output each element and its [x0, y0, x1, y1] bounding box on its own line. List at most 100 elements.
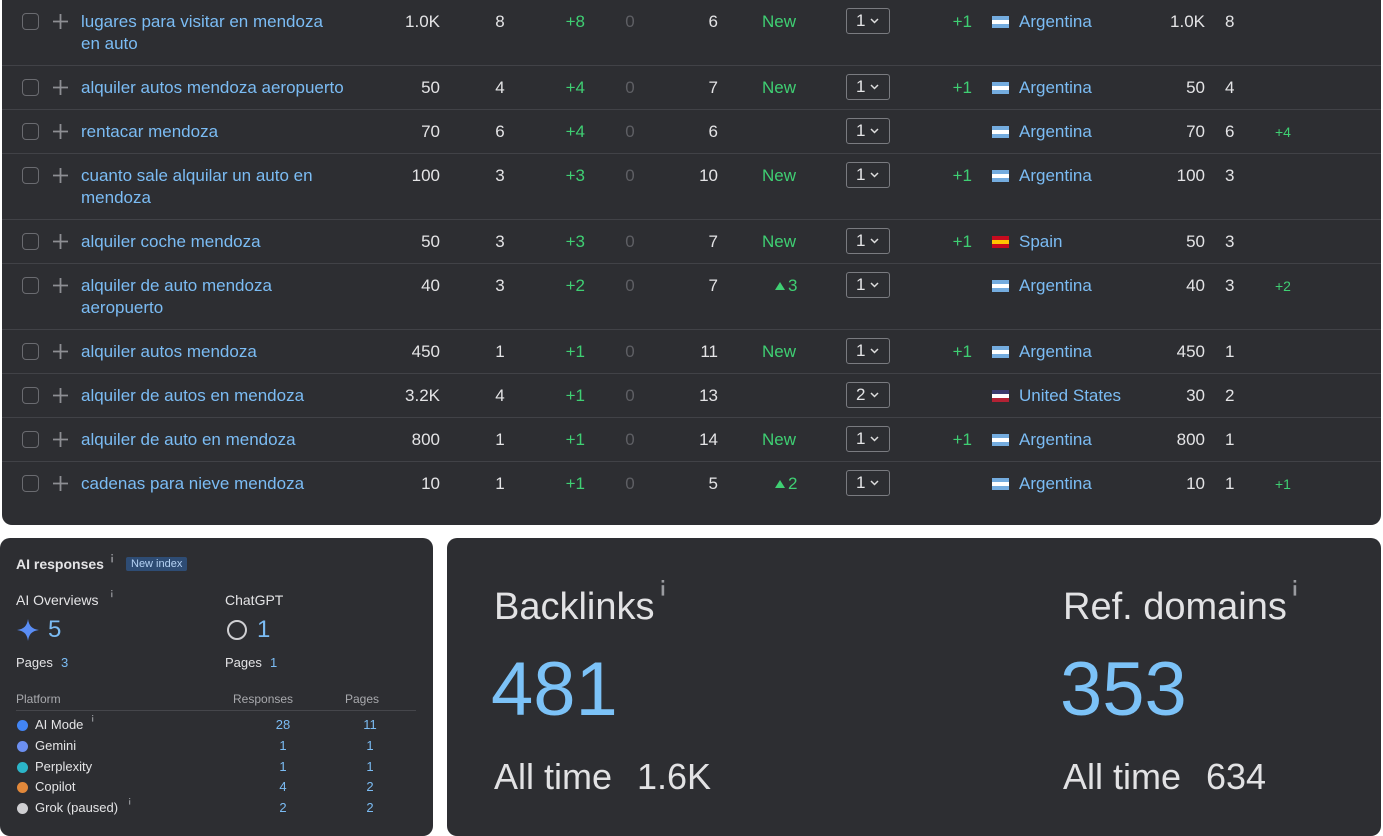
- position: 7: [708, 276, 718, 295]
- row-checkbox[interactable]: [22, 475, 39, 492]
- keyword-difficulty: 1: [495, 342, 505, 361]
- rank-dropdown[interactable]: 1: [846, 162, 890, 188]
- keyword-link[interactable]: alquiler de auto en mendoza: [81, 430, 296, 449]
- row-checkbox[interactable]: [22, 343, 39, 360]
- change: +8: [565, 12, 585, 31]
- add-button[interactable]: [52, 13, 69, 30]
- country-link[interactable]: Argentina: [1019, 166, 1092, 185]
- country-link[interactable]: Spain: [1019, 232, 1063, 251]
- rank-value: 1: [856, 121, 866, 140]
- column-header: Responses: [233, 692, 294, 706]
- extra-change: +1: [1275, 476, 1291, 492]
- info-dot: [111, 554, 113, 556]
- info-stem: [661, 585, 665, 596]
- metrics-panel: Backlinks 481 All time 1.6K Ref. domains 353 A…: [447, 538, 1381, 836]
- info-stem: [1293, 585, 1297, 596]
- row-checkbox[interactable]: [22, 13, 39, 30]
- keyword-link[interactable]: alquiler autos mendoza aeropuerto: [81, 78, 344, 97]
- pages-value: 3: [61, 655, 69, 670]
- delta: +1: [952, 12, 972, 31]
- search-volume: 3.2K: [405, 386, 440, 405]
- keyword-row: rentacar mendoza 70 6 +4 0 6 Argentina 70 6 +4 1: [2, 110, 1381, 154]
- add-button[interactable]: [52, 475, 69, 492]
- info-dot: [1293, 580, 1297, 583]
- rise-value: 2: [788, 474, 798, 493]
- country-flag: [992, 236, 1009, 248]
- plus-icon: [53, 388, 68, 403]
- flag-stripe: [992, 482, 1009, 486]
- count: 2: [1225, 386, 1235, 405]
- count: 1: [1225, 342, 1235, 361]
- country-link[interactable]: Argentina: [1019, 122, 1092, 141]
- row-checkbox[interactable]: [22, 167, 39, 184]
- metric-value: 481: [491, 647, 618, 732]
- rank-dropdown[interactable]: 1: [846, 426, 890, 452]
- rank-dropdown[interactable]: 1: [846, 228, 890, 254]
- add-button[interactable]: [52, 277, 69, 294]
- country-link[interactable]: Argentina: [1019, 430, 1092, 449]
- info-stem: [111, 592, 113, 598]
- keyword-difficulty: 3: [495, 166, 505, 185]
- keyword-link[interactable]: alquiler autos mendoza: [81, 342, 257, 361]
- country-link[interactable]: Argentina: [1019, 342, 1092, 361]
- flag-stripe: [992, 442, 1009, 446]
- chevron: [870, 238, 879, 244]
- keyword-link[interactable]: alquiler coche mendoza: [81, 232, 261, 251]
- add-button[interactable]: [52, 123, 69, 140]
- country-link[interactable]: United States: [1019, 386, 1122, 405]
- platform-name: Perplexity: [35, 758, 93, 774]
- keyword-difficulty: 1: [495, 430, 505, 449]
- country-flag: [992, 478, 1009, 490]
- lost: 0: [625, 386, 635, 405]
- keyword-row: cuanto sale alquilar un auto en mendoza 1…: [2, 154, 1381, 220]
- add-button[interactable]: [52, 233, 69, 250]
- row-checkbox[interactable]: [22, 123, 39, 140]
- keyword-link[interactable]: alquiler de auto mendoza aeropuerto: [81, 276, 272, 317]
- keyword-link[interactable]: rentacar mendoza: [81, 122, 219, 141]
- info-dot: [129, 798, 131, 800]
- rank-dropdown[interactable]: 1: [846, 272, 890, 298]
- chevron-path: [870, 128, 879, 134]
- status: New: [761, 430, 796, 449]
- add-button[interactable]: [52, 79, 69, 96]
- keyword-link[interactable]: alquiler de autos en mendoza: [81, 386, 305, 405]
- rank-dropdown[interactable]: 2: [846, 382, 890, 408]
- row-checkbox[interactable]: [22, 387, 39, 404]
- search-volume: 100: [411, 166, 440, 185]
- platform-name: AI Mode: [35, 717, 84, 732]
- rank-dropdown[interactable]: 1: [846, 74, 890, 100]
- position: 7: [708, 78, 718, 97]
- add-button[interactable]: [52, 167, 69, 184]
- country-link[interactable]: Argentina: [1019, 276, 1092, 295]
- country-link[interactable]: Argentina: [1019, 12, 1092, 31]
- rank-dropdown[interactable]: 1: [846, 338, 890, 364]
- rank-value: 1: [856, 77, 866, 96]
- rise: 3: [775, 275, 797, 297]
- flag-stripe: [992, 170, 1009, 174]
- row-checkbox[interactable]: [22, 277, 39, 294]
- chevron-path: [870, 480, 879, 486]
- country-link[interactable]: Argentina: [1019, 474, 1092, 493]
- keyword-link[interactable]: cadenas para nieve mendoza: [81, 474, 305, 493]
- row-checkbox[interactable]: [22, 431, 39, 448]
- keyword-link[interactable]: lugares para visitar en mendoza en auto: [81, 12, 323, 53]
- change: +3: [565, 232, 585, 251]
- keyword-link[interactable]: cuanto sale alquilar un auto en mendoza: [81, 166, 313, 207]
- flag-stripe: [992, 390, 1009, 394]
- add-button[interactable]: [52, 387, 69, 404]
- country-link[interactable]: Argentina: [1019, 78, 1092, 97]
- flag-stripe: [992, 486, 1009, 490]
- rank-dropdown[interactable]: 1: [846, 118, 890, 144]
- row-checkbox[interactable]: [22, 233, 39, 250]
- add-button[interactable]: [52, 343, 69, 360]
- rank-value: 1: [856, 231, 866, 250]
- info-dot: [661, 580, 665, 583]
- add-button[interactable]: [52, 431, 69, 448]
- rank-dropdown[interactable]: 1: [846, 8, 890, 34]
- flag-stripe: [992, 288, 1009, 292]
- rank-dropdown[interactable]: 1: [846, 470, 890, 496]
- flag-stripe: [992, 174, 1009, 178]
- plus-icon: [53, 432, 68, 447]
- chevron: [870, 84, 879, 90]
- row-checkbox[interactable]: [22, 79, 39, 96]
